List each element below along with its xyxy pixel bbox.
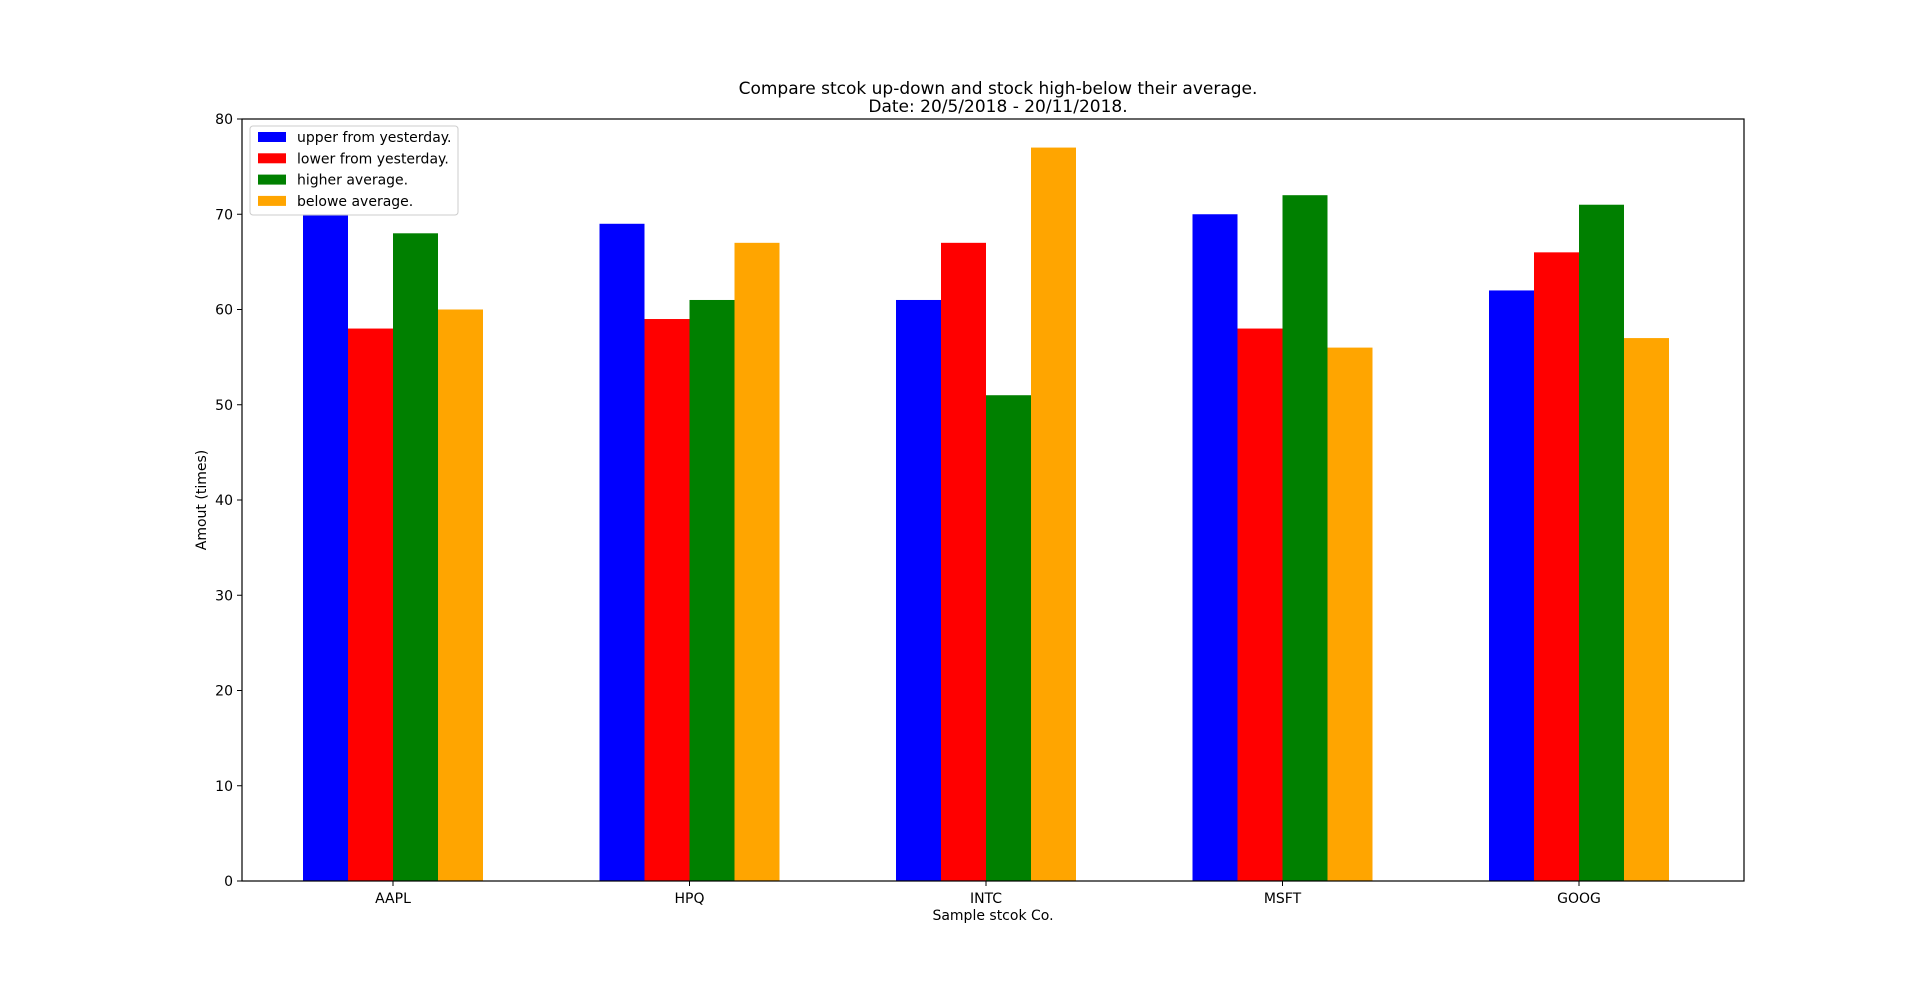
y-tick-label: 0 (224, 874, 233, 890)
x-tick-label: GOOG (1557, 891, 1601, 907)
bar-hpq-series-1 (599, 223, 645, 881)
legend-label-series-3: higher average. (297, 173, 408, 189)
bar-msft-series-1 (1192, 214, 1238, 881)
y-tick-label: 50 (215, 398, 233, 414)
legend-swatch-series-4 (258, 195, 286, 206)
bar-aapl-series-4 (438, 309, 483, 881)
bar-hpq-series-4 (734, 242, 780, 881)
bar-aapl-series-1 (303, 214, 348, 881)
bar-goog-series-3 (1579, 204, 1624, 882)
chart-title-group: Compare stcok up-down and stock high-bel… (739, 79, 1258, 117)
bar-intc-series-4 (1031, 147, 1076, 881)
legend-swatch-series-3 (258, 174, 286, 185)
y-tick-label: 30 (215, 588, 233, 604)
y-tick-label: 40 (215, 493, 233, 509)
legend-box (249, 125, 459, 216)
legend-swatch-series-2 (258, 153, 286, 164)
legend-label-series-2: lower from yesterday. (297, 151, 449, 167)
legend-swatch-series-1 (258, 132, 286, 142)
y-axis-label: Amout (times) (194, 450, 210, 550)
x-tick-label: MSFT (1264, 891, 1302, 907)
bar-aapl-series-2 (348, 328, 393, 881)
plot-frame (241, 118, 1745, 882)
bar-msft-series-4 (1327, 347, 1373, 882)
bar-intc-series-1 (896, 299, 941, 882)
legend-label-series-1: upper from yesterday. (297, 130, 452, 146)
y-tick-label: 20 (215, 684, 233, 700)
chart-subtitle: Date: 20/5/2018 - 20/11/2018. (868, 97, 1127, 117)
bar-msft-series-2 (1237, 328, 1283, 881)
bars-group (303, 147, 1669, 882)
bar-goog-series-1 (1489, 290, 1534, 881)
legend: upper from yesterday. lower from yesterda… (249, 125, 459, 216)
y-tick-label: 10 (215, 779, 233, 795)
x-axis-ticks: AAPL HPQ INTC MSFT GOOG (375, 881, 1601, 907)
bar-goog-series-2 (1534, 252, 1579, 882)
bar-intc-series-2 (941, 242, 986, 881)
bar-hpq-series-3 (689, 299, 735, 882)
bar-aapl-series-3 (393, 233, 438, 882)
x-axis-label: Sample stcok Co. (932, 908, 1053, 924)
y-tick-label: 80 (215, 112, 233, 128)
bar-intc-series-3 (986, 395, 1031, 881)
chart-title: Compare stcok up-down and stock high-bel… (739, 79, 1258, 99)
x-tick-label: INTC (970, 891, 1002, 907)
legend-label-series-4: belowe average. (297, 194, 413, 210)
bar-goog-series-4 (1624, 338, 1669, 881)
y-tick-label: 70 (215, 207, 233, 223)
bar-hpq-series-2 (644, 319, 690, 881)
x-tick-label: AAPL (375, 891, 411, 907)
bar-msft-series-3 (1282, 195, 1328, 881)
x-tick-label: HPQ (675, 891, 705, 907)
y-axis-ticks: 0 10 20 30 40 50 60 70 80 (215, 112, 242, 890)
y-tick-label: 60 (215, 303, 233, 319)
